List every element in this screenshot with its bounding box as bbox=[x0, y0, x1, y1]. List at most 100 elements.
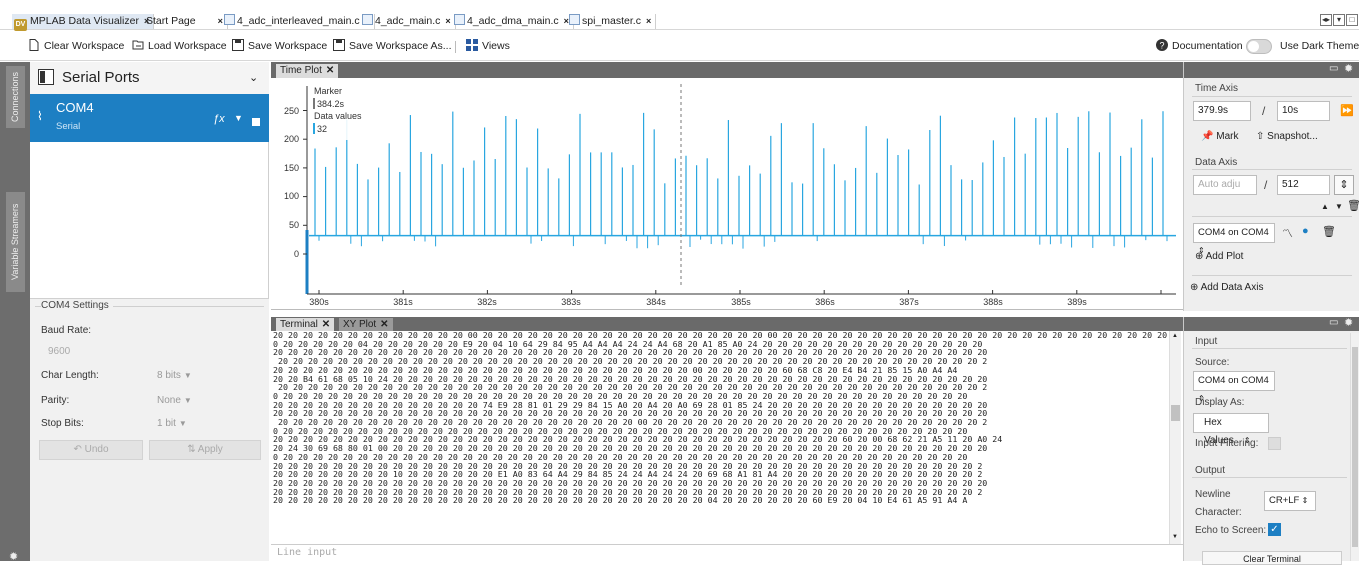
serial-ports-header[interactable]: Serial Ports ⌄ bbox=[30, 62, 269, 94]
line-input[interactable]: Line input bbox=[271, 544, 1183, 561]
save-workspace-as-button[interactable]: Save Workspace As... bbox=[333, 38, 452, 54]
variable-streamers-side-tab[interactable]: Variable Streamers bbox=[6, 192, 25, 292]
y-ticks bbox=[303, 110, 307, 255]
y-tick-label: 0 bbox=[294, 249, 299, 259]
echo-checkbox[interactable]: ✓ bbox=[1268, 523, 1281, 536]
terminal-output[interactable]: 20 20 20 20 20 20 20 20 20 20 20 20 20 0… bbox=[271, 331, 1169, 544]
chevron-down-icon[interactable]: ⌄ bbox=[249, 72, 259, 84]
divider bbox=[1192, 348, 1347, 349]
time-axis-title: Time Axis bbox=[1195, 83, 1238, 94]
time-window-input[interactable]: 10s bbox=[1277, 101, 1330, 121]
newline-select[interactable]: CR+LF ⇕ bbox=[1264, 491, 1316, 511]
gear-icon[interactable]: ✹ bbox=[1344, 317, 1354, 329]
com4-connection-row[interactable]: ⌇ COM4 Serial ƒx ▼ bbox=[30, 94, 269, 142]
serial-ports-title: Serial Ports bbox=[62, 69, 140, 86]
settings-scrollbar[interactable] bbox=[1350, 333, 1359, 561]
maximize-icon[interactable]: ▭ bbox=[1329, 63, 1339, 74]
mark-button[interactable]: 📌 Mark bbox=[1201, 131, 1239, 142]
color-drop-icon[interactable]: ● bbox=[1302, 225, 1309, 237]
y-tick-label: 150 bbox=[284, 163, 299, 173]
y-tick-label: 250 bbox=[284, 106, 299, 116]
input-filtering-checkbox[interactable] bbox=[1268, 437, 1281, 450]
scrollbar-thumb[interactable] bbox=[1171, 405, 1180, 421]
clear-terminal-button[interactable]: Clear Terminal bbox=[1202, 551, 1342, 565]
plot-style-icon[interactable]: 〽 bbox=[1282, 228, 1293, 240]
auto-adjust-input[interactable]: Auto adju bbox=[1193, 175, 1257, 195]
tab-list-dropdown-icon[interactable]: ▾ bbox=[1333, 14, 1345, 26]
move-up-icon[interactable]: ▲ bbox=[1321, 202, 1329, 211]
auto-scale-icon[interactable]: ⇕ bbox=[1334, 175, 1354, 195]
port-type: Serial bbox=[56, 121, 81, 132]
tab-adc-dma-main[interactable]: 4_adc_dma_main.c × bbox=[452, 14, 574, 29]
gear-icon[interactable]: ✹ bbox=[9, 551, 19, 563]
documentation-button[interactable]: ? Documentation bbox=[1156, 38, 1243, 54]
move-down-icon[interactable]: ▼ bbox=[1335, 202, 1343, 211]
tab-spi-master[interactable]: spi_master.c × bbox=[567, 14, 657, 29]
connections-side-tab[interactable]: Connections bbox=[6, 66, 25, 128]
tab-mplab-data-visualizer[interactable]: DV MPLAB Data Visualizer × bbox=[12, 14, 155, 31]
marker-swatch bbox=[313, 98, 315, 109]
display-as-select[interactable]: Hex Values ⇕ bbox=[1193, 413, 1269, 446]
time-plot-chart[interactable]: 250 200 150 100 50 0 380s 381s 382s 383s… bbox=[271, 78, 1183, 310]
time-plot-area[interactable]: 250 200 150 100 50 0 380s 381s 382s 383s… bbox=[271, 78, 1183, 310]
baud-rate-value[interactable]: 9600 bbox=[48, 346, 71, 357]
time-start-input[interactable]: 379.9s bbox=[1193, 101, 1251, 121]
stop-icon[interactable] bbox=[252, 118, 260, 126]
close-icon[interactable]: × bbox=[217, 16, 223, 26]
plot-source-select[interactable]: COM4 on COM4 ⇕ bbox=[1193, 223, 1275, 255]
stop-bits-label: Stop Bits: bbox=[41, 418, 84, 429]
terminal-tab[interactable]: Terminal ✕ bbox=[276, 318, 335, 331]
load-workspace-button[interactable]: Load Workspace bbox=[132, 38, 227, 54]
newline-label-line2: Character: bbox=[1195, 507, 1242, 518]
settings-divider bbox=[35, 306, 264, 307]
close-icon[interactable]: × bbox=[143, 16, 150, 26]
trash-icon[interactable]: 🗑 bbox=[1322, 226, 1336, 238]
settings-title: COM4 Settings bbox=[41, 300, 113, 311]
save-workspace-button[interactable]: Save Workspace bbox=[232, 38, 327, 54]
tab-start-page[interactable]: Start Page × bbox=[144, 14, 228, 29]
fast-forward-icon[interactable]: ⏩ bbox=[1340, 105, 1354, 117]
terminal-settings-panel: ▭ ✹ Input Source: COM4 on COM4 ⇕ Display… bbox=[1183, 317, 1359, 565]
tab-adc-interleaved[interactable]: 4_adc_interleaved_main.c× bbox=[222, 14, 375, 29]
x-tick-label: 388s bbox=[983, 297, 1003, 307]
dark-theme-toggle[interactable] bbox=[1246, 39, 1272, 54]
char-length-select[interactable]: 8 bits ▼ bbox=[157, 370, 192, 381]
workspace-toolbar: Clear Workspace Load Workspace Save Work… bbox=[0, 31, 1359, 61]
apply-button[interactable]: ⇅ Apply bbox=[149, 440, 261, 460]
input-section-title: Input bbox=[1195, 336, 1218, 347]
data-value: 32 bbox=[317, 124, 327, 134]
close-icon[interactable]: × bbox=[563, 16, 569, 26]
close-icon[interactable]: ✕ bbox=[380, 319, 389, 330]
undo-button[interactable]: ↶ Undo bbox=[39, 440, 143, 460]
scroll-down-icon[interactable]: ▼ bbox=[1172, 534, 1178, 540]
time-plot-tab[interactable]: Time Plot ✕ bbox=[276, 64, 339, 78]
maximize-icon[interactable]: ▭ bbox=[1329, 317, 1339, 328]
data-range-input[interactable]: 512 bbox=[1277, 175, 1330, 195]
tab-adc-main[interactable]: 4_adc_main.c × bbox=[360, 14, 456, 29]
tab-scroll-left-icon[interactable]: ◂▸ bbox=[1320, 14, 1332, 26]
trash-icon[interactable]: 🗑 bbox=[1347, 200, 1359, 212]
close-icon[interactable]: ✕ bbox=[321, 319, 331, 330]
x-tick-label: 384s bbox=[646, 297, 666, 307]
close-icon[interactable]: ✕ bbox=[325, 65, 335, 76]
close-icon[interactable]: × bbox=[645, 16, 652, 26]
scrollbar-thumb[interactable] bbox=[1352, 347, 1358, 547]
terminal-line: 0 20 20 20 20 20 04 20 20 20 20 20 20 E9… bbox=[273, 338, 983, 349]
scroll-up-icon[interactable]: ▲ bbox=[1172, 333, 1178, 339]
function-icon[interactable]: ƒx bbox=[213, 113, 225, 125]
add-plot-button[interactable]: ⊕ Add Plot bbox=[1195, 251, 1244, 262]
views-button[interactable]: Views bbox=[466, 38, 510, 54]
snapshot-button[interactable]: ⇧ Snapshot... bbox=[1256, 131, 1318, 142]
dropdown-arrow-icon[interactable]: ▼ bbox=[234, 113, 243, 123]
terminal-scrollbar[interactable]: ▲ ▼ bbox=[1169, 331, 1181, 544]
add-data-axis-button[interactable]: ⊕ Add Data Axis bbox=[1190, 282, 1264, 293]
clear-workspace-button[interactable]: Clear Workspace bbox=[28, 38, 124, 54]
stop-bits-select[interactable]: 1 bit ▼ bbox=[157, 418, 187, 429]
parity-select[interactable]: None ▼ bbox=[157, 395, 192, 406]
restore-window-icon[interactable]: □ bbox=[1346, 14, 1358, 26]
xy-plot-tab[interactable]: XY Plot ✕ bbox=[339, 318, 393, 331]
source-label: Source: bbox=[1195, 357, 1230, 368]
close-icon[interactable]: × bbox=[445, 16, 451, 26]
terminal-source-select[interactable]: COM4 on COM4 ⇕ bbox=[1193, 371, 1275, 403]
gear-icon[interactable]: ✹ bbox=[1344, 63, 1354, 75]
